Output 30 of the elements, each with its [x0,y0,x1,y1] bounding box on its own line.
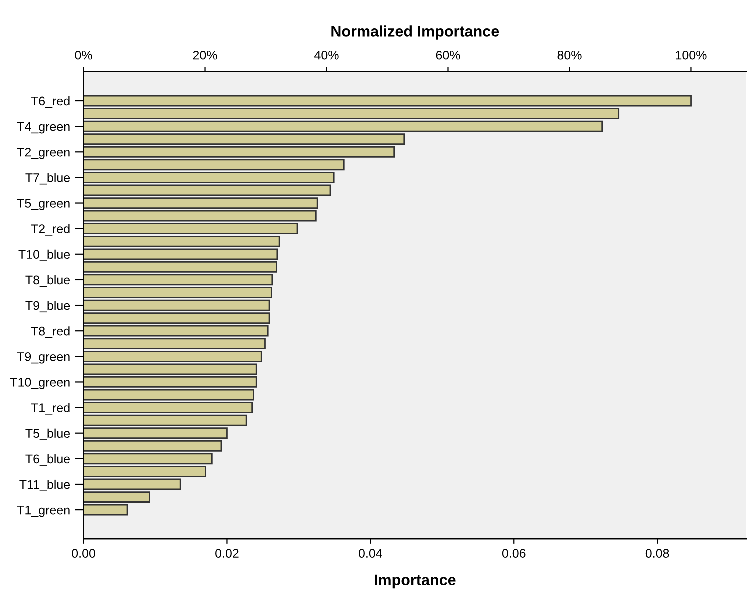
y-tick-label: T2_red [31,224,70,236]
x2-tick-label: 60% [436,50,460,60]
y-tick-label: T5_blue [26,428,70,440]
x-tick-label: 0.08 [646,549,670,558]
y-tick-label: T5_green [17,199,70,210]
x2-tick-label: 0% [75,50,92,60]
y-tick-label: T10_blue [18,250,70,262]
y-tick-label: T11_blue [20,480,70,492]
x-tick-label: 0.02 [216,549,239,558]
x2-tick-label: 40% [314,50,339,60]
x2-tick-label: 20% [193,50,218,60]
x2-tick-label: 80% [558,50,582,60]
y-tick-label: T1_red [31,403,70,415]
x-tick-label: 0.04 [358,549,382,558]
x2-axis-title: Normalized Importance [332,26,500,40]
y-tick-label: T7_blue [26,173,70,185]
y-tick-label: T9_green [17,352,70,364]
y-tick-label: T4_green [17,122,70,134]
y-tick-label: T1_green [17,506,70,518]
y-tick-label: T6_red [31,96,70,108]
y-tick-label: T10_green [10,378,70,390]
x2-tick-label: 100% [676,50,707,60]
x-axis-title: Importance [374,574,456,589]
x-tick-label: 0.06 [502,549,526,558]
y-tick-label: T8_red [31,326,70,338]
y-tick-label: T9_blue [26,301,70,313]
y-tick-label: T2_green [17,148,70,160]
y-tick-label: T6_blue [26,454,70,466]
x-tick-label: 0.00 [72,549,96,558]
y-tick-label: T8_blue [26,275,70,287]
